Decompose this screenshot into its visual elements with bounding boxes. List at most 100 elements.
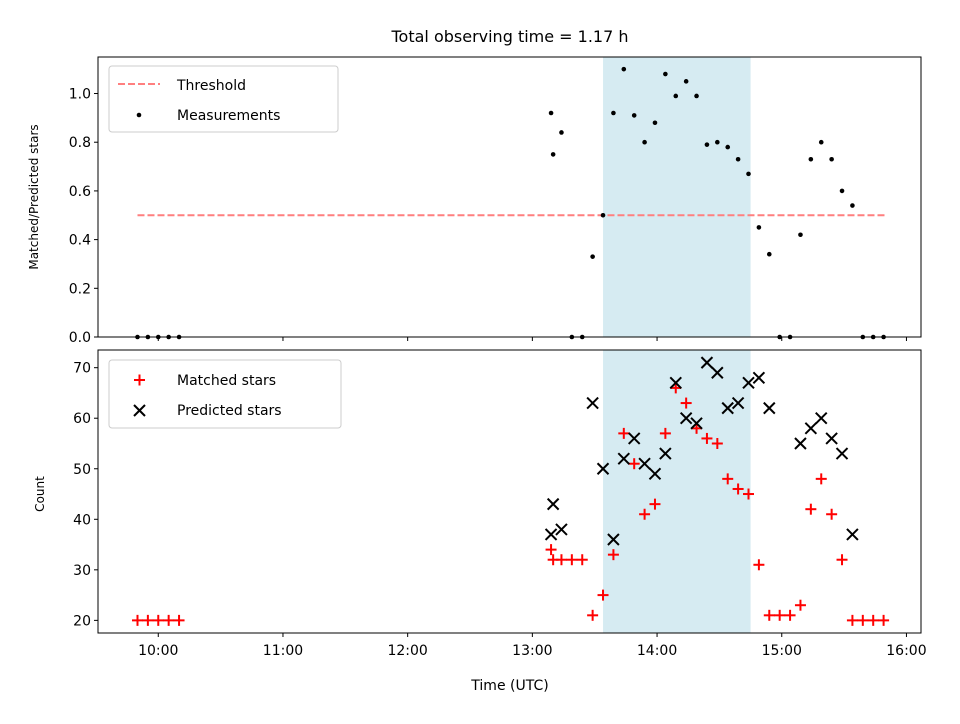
matched-star-point (774, 609, 786, 621)
matched-star-point (649, 498, 661, 510)
top-y-tick-label: 0.2 (69, 281, 91, 297)
matched-star-point (836, 554, 848, 566)
predicted-star-point (659, 447, 672, 460)
matched-star-point (566, 554, 578, 566)
predicted-star-point (596, 462, 610, 475)
matched-star-point (753, 559, 765, 571)
bottom-plot-frame (97, 349, 922, 634)
bottom-x-tick-label: 15:00 (762, 643, 802, 659)
predicted-star-point (546, 497, 560, 511)
matched-star-point (555, 554, 567, 566)
matched-star-point (163, 614, 175, 626)
matched-star-point (659, 427, 671, 439)
matched-star-point (680, 397, 692, 409)
chart-title: Total observing time = 1.17 h (390, 27, 628, 46)
matched-star-point (867, 614, 879, 626)
matched-star-point (732, 483, 744, 495)
bottom-y-tick-label: 70 (73, 361, 91, 377)
measurement-point (850, 203, 855, 208)
matched-star-point (576, 554, 588, 566)
top-legend: Threshold Measurements (108, 65, 339, 133)
bottom-y-tick-label: 20 (73, 613, 91, 629)
matched-star-point (763, 609, 775, 621)
predicted-legend-swatch (133, 404, 146, 417)
matched-star-point (846, 614, 858, 626)
top-y-tick-label: 1.0 (69, 87, 91, 103)
top-y-tick-label: 0.0 (69, 330, 91, 346)
matched-star-point (628, 458, 640, 470)
measurement-point (808, 156, 814, 162)
measurement-point (600, 212, 606, 218)
measurement-point (611, 110, 616, 116)
predicted-star-point (627, 432, 641, 445)
predicted-star-point (752, 371, 766, 385)
measurement-point (704, 142, 710, 147)
top-y-tick-label: 0.6 (69, 184, 91, 200)
measurement-point (559, 130, 564, 135)
measurement-point (663, 71, 668, 77)
matched-star-point (152, 614, 164, 626)
top-y-tick-label: 0.8 (69, 135, 91, 151)
matched-star-point (545, 544, 557, 556)
matched-star-point (173, 614, 185, 626)
measurement-point (715, 139, 720, 145)
bottom-x-tick-label: 12:00 (387, 643, 427, 659)
predicted-star-point (555, 523, 568, 536)
matched-star-point (587, 609, 599, 621)
predicted-star-point (825, 432, 838, 445)
measurements-legend-swatch (136, 112, 142, 118)
matched-star-point (878, 614, 890, 626)
bottom-x-tick-label: 13:00 (512, 643, 552, 659)
measurement-point (756, 225, 762, 230)
predicted-star-point (721, 401, 734, 415)
bottom-y-tick-label: 40 (73, 512, 91, 528)
matched-star-point (607, 549, 619, 561)
bottom-legend-box (108, 359, 342, 429)
threshold-legend-label: Threshold (176, 78, 246, 94)
measurement-point (798, 232, 803, 238)
predicted-star-point (638, 457, 651, 470)
measurement-point (652, 120, 658, 126)
bottom-y-tick-label: 60 (73, 411, 91, 427)
predicted-star-point (731, 396, 745, 410)
measurement-point (683, 79, 689, 84)
bottom-x-tick-label: 14:00 (637, 643, 677, 659)
measurement-point (621, 66, 627, 72)
matched-star-point (784, 609, 796, 621)
predicted-star-point (690, 417, 703, 430)
bottom-x-tick-label: 10:00 (138, 643, 178, 659)
measurement-point (550, 152, 556, 157)
predicted-star-point (804, 422, 818, 435)
measurement-point (694, 93, 699, 99)
matched-star-point (805, 503, 817, 515)
matched-star-point (701, 432, 713, 444)
matched-star-point (618, 427, 630, 439)
bottom-x-tick-label: 11:00 (263, 643, 303, 659)
measurement-point (766, 251, 772, 257)
measurement-point (746, 171, 751, 177)
predicted-star-point (711, 366, 724, 379)
matched-star-point (711, 437, 723, 449)
predicted-star-point (846, 528, 859, 541)
predicted-star-point (607, 533, 620, 546)
bottom-legend: Matched stars Predicted stars (108, 359, 342, 429)
bottom-y-tick-label: 50 (73, 462, 91, 478)
matched-star-point (826, 508, 838, 520)
bottom-x-tick-label: 16:00 (886, 643, 926, 659)
predicted-star-point (648, 467, 662, 481)
bottom-panel: 20 30 40 50 60 70 10:00 11:00 12:00 13:00 14:00 15:… (33, 349, 927, 694)
measurement-point (839, 188, 845, 194)
matched-star-point (597, 589, 609, 601)
predicted-star-point (794, 437, 807, 450)
matched-star-point (815, 473, 827, 485)
top-plot-frame (97, 56, 922, 338)
top-y-tick-label: 0.4 (69, 233, 91, 249)
measurement-point (631, 113, 637, 118)
top-panel: 0.0 0.2 0.4 0.6 0.8 1.0 Matched/Predicted sta… (27, 56, 922, 346)
predicted-star-point (815, 412, 828, 425)
predicted-star-point (669, 376, 682, 390)
measurement-point (818, 139, 824, 145)
matched-star-point (743, 488, 755, 500)
bottom-y-tick-label: 30 (73, 563, 91, 579)
measurement-point (642, 139, 647, 145)
